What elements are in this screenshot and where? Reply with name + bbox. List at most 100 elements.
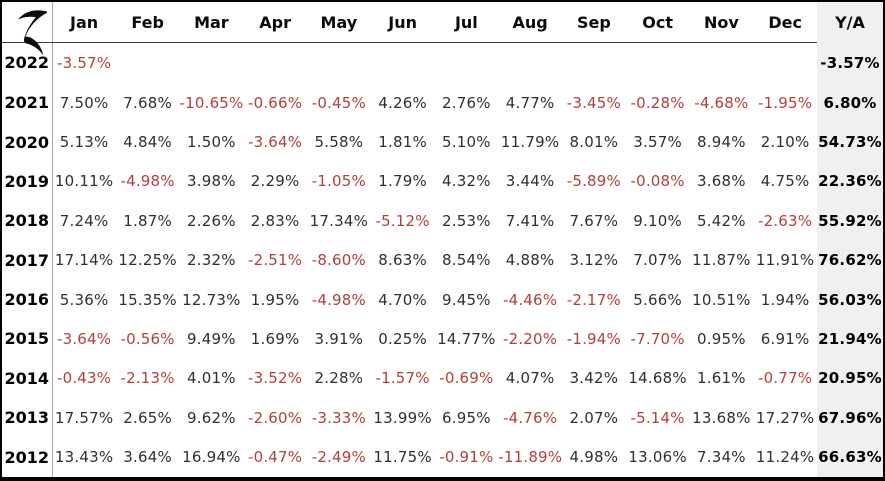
value-cell-2016-jul: 9.45% [434,279,499,320]
value-cell-2014-jun: -1.57% [370,358,435,399]
value-cell-2016-jan: 5.36% [52,279,116,320]
value-cell-2021-oct: -0.28% [625,82,690,123]
ya-value-cell-2020: 54.73% [817,122,883,162]
value-cell-2013-jul: 6.95% [434,398,499,438]
column-header-dec: Dec [753,2,817,43]
value-cell-2013-nov: 13.68% [689,398,754,438]
ya-value-cell-2012: 66.63% [817,437,883,477]
value-cell-2014-apr: -3.52% [243,358,307,399]
value-cell-2022-apr [243,42,307,83]
value-cell-2019-sep: -5.89% [562,161,626,202]
value-cell-2019-oct: -0.08% [625,161,690,202]
table-row-2022: 2022 -3.57% -3.57% [2,42,883,83]
value-cell-2016-sep: -2.17% [562,279,626,320]
value-cell-2021-aug: 4.77% [498,82,562,123]
value-cell-2022-aug [498,42,562,83]
column-header-jul: Jul [434,2,499,43]
value-cell-2018-nov: 5.42% [689,201,754,241]
year-label-2018: 2018 [2,201,53,241]
value-cell-2014-sep: 3.42% [562,358,626,399]
value-cell-2012-sep: 4.98% [562,437,626,477]
value-cell-2017-sep: 3.12% [562,240,626,280]
value-cell-2015-sep: -1.94% [562,319,626,359]
column-header-nov: Nov [689,2,754,43]
value-cell-2012-jul: -0.91% [434,437,499,477]
year-label-2012: 2012 [2,437,53,477]
value-cell-2015-jul: 14.77% [434,319,499,359]
value-cell-2014-jan: -0.43% [52,358,116,399]
value-cell-2020-aug: 11.79% [498,122,562,162]
value-cell-2020-apr: -3.64% [243,122,307,162]
value-cell-2017-mar: 2.32% [179,240,244,280]
value-cell-2016-may: -4.98% [307,279,371,320]
column-header-aug: Aug [498,2,562,43]
value-cell-2016-aug: -4.46% [498,279,562,320]
column-header-jan: Jan [52,2,116,43]
value-cell-2018-jul: 2.53% [434,201,499,241]
value-cell-2013-mar: 9.62% [179,398,244,438]
column-header-feb: Feb [115,2,180,43]
value-cell-2018-jan: 7.24% [52,201,116,241]
year-label-2014: 2014 [2,358,53,399]
value-cell-2018-dec: -2.63% [753,201,817,241]
value-cell-2013-apr: -2.60% [243,398,307,438]
ya-value-cell-2013: 67.96% [817,398,883,438]
value-cell-2021-mar: -10.65% [179,82,243,123]
ya-value-cell-2018: 55.92% [817,201,883,241]
value-cell-2015-dec: 6.91% [753,319,817,359]
value-cell-2019-jun: 1.79% [370,161,435,202]
value-cell-2015-aug: -2.20% [498,319,562,359]
value-cell-2015-mar: 9.49% [179,319,244,359]
column-header-jun: Jun [370,2,435,43]
value-cell-2021-nov: -4.68% [689,82,754,123]
column-header-oct: Oct [625,2,690,43]
value-cell-2017-jun: 8.63% [370,240,435,280]
value-cell-2018-sep: 7.67% [562,201,626,241]
value-cell-2014-may: 2.28% [307,358,371,399]
value-cell-2017-feb: 12.25% [115,240,180,280]
value-cell-2020-oct: 3.57% [625,122,690,162]
value-cell-2018-feb: 1.87% [115,201,180,241]
value-cell-2021-may: -0.45% [307,82,371,123]
table-row-2015: 2015 -3.64% -0.56% 9.49% 1.69% 3.91% 0.25% 14.7… [2,319,883,359]
value-cell-2020-jul: 5.10% [434,122,499,162]
value-cell-2021-jan: 7.50% [52,82,116,123]
value-cell-2015-jan: -3.64% [52,319,116,359]
value-cell-2016-jun: 4.70% [370,279,435,320]
value-cell-2016-feb: 15.35% [115,279,180,320]
ya-value-cell-2015: 21.94% [817,319,883,359]
value-cell-2013-jun: 13.99% [370,398,435,438]
value-cell-2019-feb: -4.98% [115,161,180,202]
value-cell-2019-may: -1.05% [307,161,371,202]
value-cell-2015-jun: 0.25% [370,319,435,359]
table-row-2019: 2019 10.11% -4.98% 3.98% 2.29% -1.05% 1.79% 4.3… [2,161,883,202]
value-cell-2019-mar: 3.98% [179,161,244,202]
value-cell-2015-feb: -0.56% [115,319,180,359]
value-cell-2015-oct: -7.70% [625,319,690,359]
ya-value-cell-2021: 6.80% [817,82,883,123]
value-cell-2022-sep [562,42,626,83]
value-cell-2013-sep: 2.07% [562,398,626,438]
value-cell-2012-oct: 13.06% [625,437,690,477]
table-body: 2022 -3.57% -3.57% 2021 7.50% 7.68% -10.65% -0.… [2,42,883,477]
value-cell-2021-apr: -0.66% [243,82,307,123]
value-cell-2022-nov [689,42,754,83]
value-cell-2017-may: -8.60% [307,240,371,280]
brand-logo-cell [2,2,53,56]
value-cell-2012-jun: 11.75% [370,437,435,477]
value-cell-2016-apr: 1.95% [243,279,307,320]
ya-value-cell-2014: 20.95% [817,358,883,399]
table-row-2016: 2016 5.36% 15.35% 12.73% 1.95% -4.98% 4.70% 9.4… [2,279,883,320]
value-cell-2014-oct: 14.68% [625,358,690,399]
value-cell-2021-jun: 4.26% [370,82,435,123]
value-cell-2020-mar: 1.50% [179,122,244,162]
column-header-may: May [307,2,371,43]
value-cell-2018-aug: 7.41% [498,201,562,241]
value-cell-2017-jul: 8.54% [434,240,499,280]
value-cell-2020-jan: 5.13% [52,122,116,162]
table-row-2021: 2021 7.50% 7.68% -10.65% -0.66% -0.45% 4.26% 2.… [2,82,883,123]
ya-value-cell-2019: 22.36% [817,161,883,202]
value-cell-2012-may: -2.49% [307,437,371,477]
value-cell-2018-apr: 2.83% [243,201,307,241]
